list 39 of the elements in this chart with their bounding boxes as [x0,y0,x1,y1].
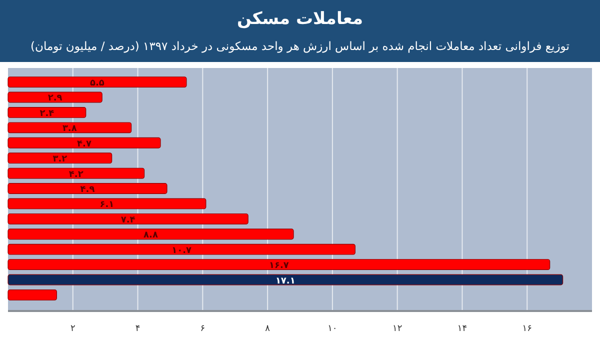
x-tick-label: ۸ [265,324,270,334]
x-tick-label: ۱۶ [522,324,532,334]
bar [8,213,248,224]
chart-title: معاملات مسکن [237,9,363,29]
bar [8,137,161,148]
bar [8,244,356,255]
bar [8,259,550,270]
bar [8,152,112,164]
data-label: ۲.۴ [40,108,55,119]
data-label: ۱۷.۱ [275,276,296,286]
bar [8,274,564,286]
data-label: ۷.۴ [120,215,136,226]
data-label: ۱۰.۷ [172,246,192,256]
bar [8,76,187,88]
bar [8,168,145,179]
data-label: ۵.۵ [90,78,105,89]
x-tick-label: ۱۰ [328,324,338,334]
x-tick-label: ۲ [70,324,76,334]
bar [8,228,294,240]
data-label: ۴.۷ [77,139,92,150]
bar [8,106,86,118]
x-tick-label: ۱۲ [392,324,402,334]
chart-subtitle: توزیع فراوانی تعداد معاملات انجام شده بر اساس ارزش هر واحد مسکونی در خرداد ۱۳۹۷ (درصد / میلیون تومان) [30,39,570,53]
data-label: ۸.۸ [144,230,158,241]
data-label: ۴.۲ [68,170,84,180]
bar [8,92,102,103]
data-label: ۶.۱ [100,200,114,210]
bar [8,198,206,210]
data-label: ۳.۸ [62,124,78,134]
data-label: ۳.۲ [52,154,68,165]
bar [8,289,57,300]
bar [8,122,132,134]
data-label: ۱۶.۷ [268,261,290,272]
data-label: ۲.۹ [48,94,63,104]
x-tick-label: ۴ [135,324,140,334]
x-tick-label: ۶ [200,324,206,334]
bar [8,183,168,194]
x-tick-label: ۱۴ [457,324,468,334]
data-label: ۴.۹ [80,185,96,195]
